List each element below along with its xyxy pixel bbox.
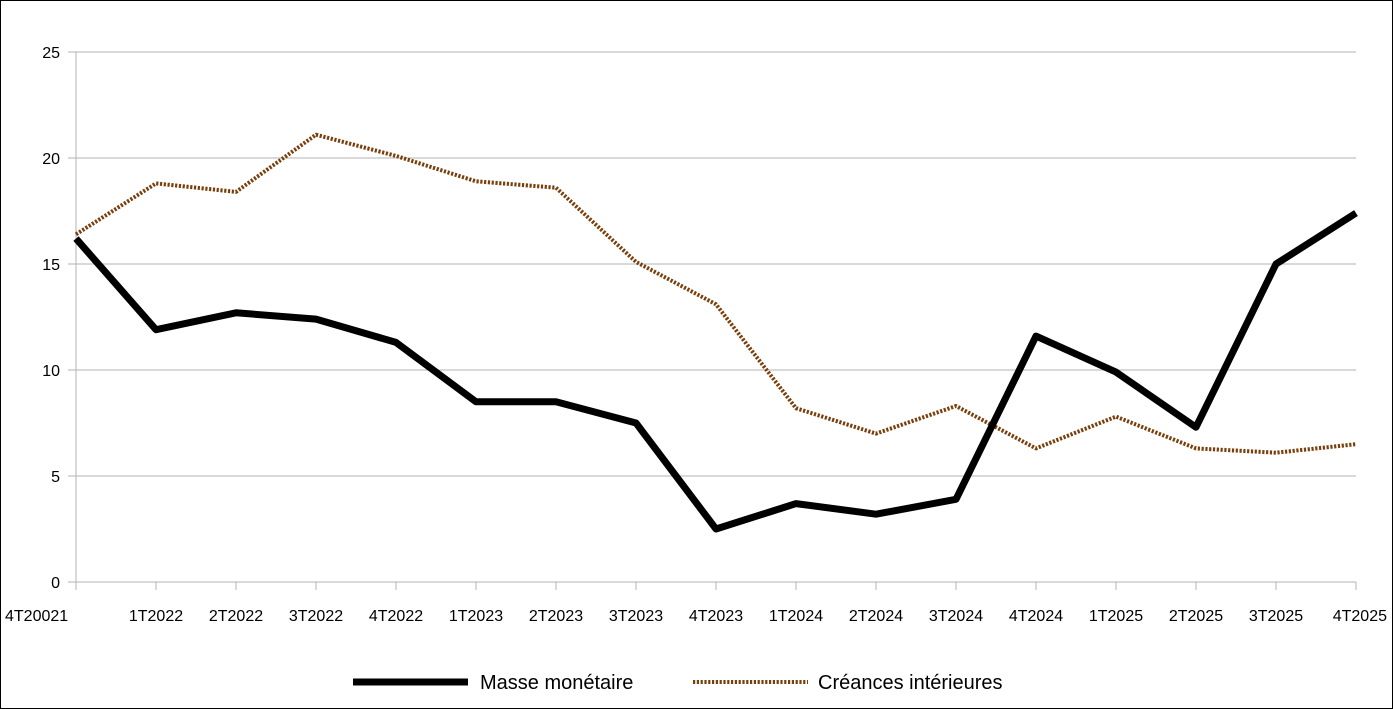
x-tick-label: 1T2022 xyxy=(129,608,183,625)
series-lines xyxy=(73,132,1358,533)
gridlines xyxy=(76,51,1356,477)
x-tick-label: 2T2024 xyxy=(849,608,903,625)
x-tick-label: 3T2023 xyxy=(609,608,663,625)
y-tick-labels: 0 5 10 15 20 25 xyxy=(42,45,60,592)
x-tick-label: 2T2023 xyxy=(529,608,583,625)
axes xyxy=(68,51,1357,590)
x-tick-label: 4T2024 xyxy=(1009,608,1063,625)
y-tick-label: 25 xyxy=(42,45,60,62)
x-tick-label: 4T2023 xyxy=(689,608,743,625)
y-tick-label: 5 xyxy=(51,469,60,486)
y-tick-label: 10 xyxy=(42,363,60,380)
legend: Masse monétaire Créances intérieures xyxy=(353,672,1003,694)
x-tick-label: 4T2025 xyxy=(1333,608,1387,625)
x-tick-label: 3T2022 xyxy=(289,608,343,625)
y-tick-label: 0 xyxy=(51,575,60,592)
series-line xyxy=(73,210,1358,533)
x-tick-label: 4T20021 xyxy=(5,608,68,625)
x-tick-label: 2T2025 xyxy=(1169,608,1223,625)
x-tick-label: 2T2022 xyxy=(209,608,263,625)
legend-label: Masse monétaire xyxy=(480,672,633,694)
x-tick-label: 4T2022 xyxy=(369,608,423,625)
x-tick-label: 3T2025 xyxy=(1249,608,1303,625)
x-tick-label: 3T2024 xyxy=(929,608,983,625)
x-tick-label: 1T2023 xyxy=(449,608,503,625)
y-tick-label: 20 xyxy=(42,151,60,168)
x-tick-label: 1T2025 xyxy=(1089,608,1143,625)
y-tick-label: 15 xyxy=(42,257,60,274)
x-tick-labels: 4T20021 1T2022 2T2022 3T2022 4T2022 1T2023 2T2… xyxy=(5,608,1387,625)
series-line xyxy=(74,132,1357,455)
x-tick-label: 1T2024 xyxy=(769,608,823,625)
legend-label: Créances intérieures xyxy=(818,672,1003,694)
